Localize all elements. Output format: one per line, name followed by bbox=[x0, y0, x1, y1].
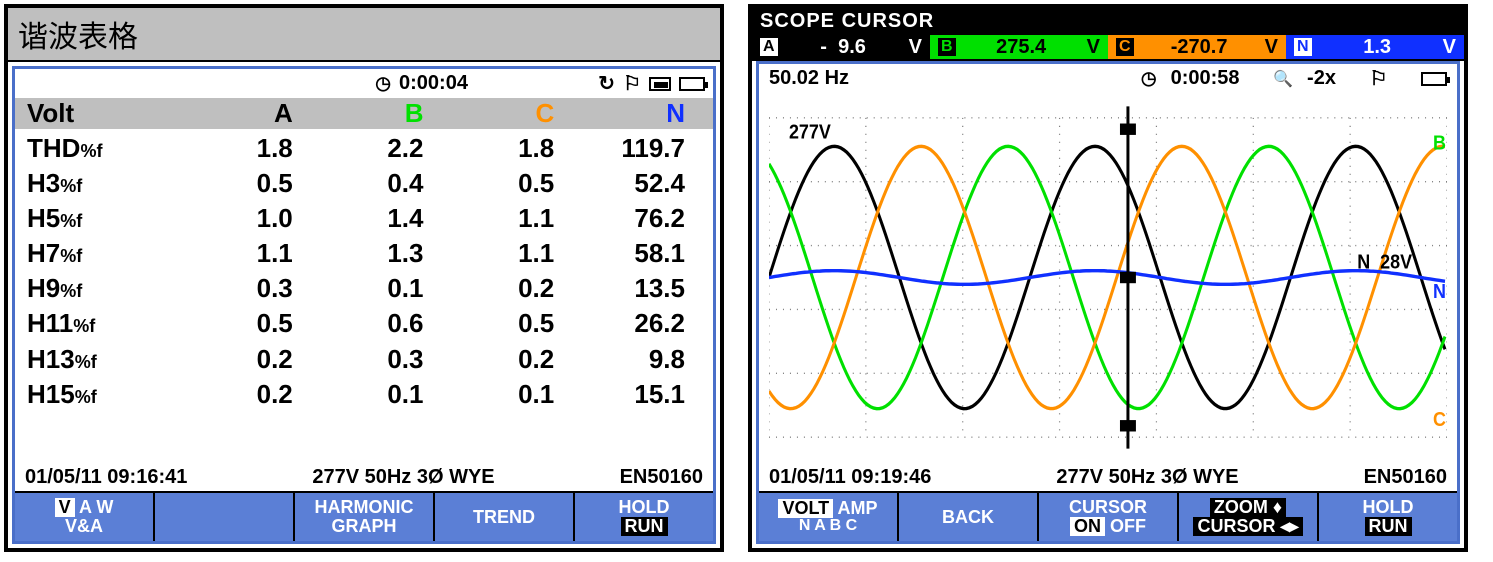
table-row: H11%f0.50.60.526.2 bbox=[23, 306, 705, 341]
panel-title: 谐波表格 bbox=[8, 8, 720, 62]
col-b: B bbox=[313, 98, 444, 129]
footer-info: 01/05/11 09:19:46 277V 50Hz 3Ø WYE EN501… bbox=[759, 462, 1457, 491]
softkey-f3[interactable]: CURSOR ON OFF bbox=[1039, 493, 1179, 541]
table-header: Volt A B C N bbox=[15, 98, 713, 129]
refresh-icon bbox=[598, 71, 615, 96]
softkey-f5[interactable]: HOLD RUN bbox=[575, 493, 713, 541]
col-n: N bbox=[574, 98, 705, 129]
footer-datetime: 01/05/11 09:19:46 bbox=[769, 466, 931, 489]
softkey-f4[interactable]: TREND bbox=[435, 493, 575, 541]
softkey-f5[interactable]: HOLD RUN bbox=[1319, 493, 1457, 541]
clock-icon bbox=[375, 72, 391, 95]
zoom-icon bbox=[1273, 67, 1293, 90]
freq-value: 50.02 Hz bbox=[769, 67, 849, 90]
softkey-f1[interactable]: V A W V&A bbox=[15, 493, 155, 541]
softkey-f2[interactable]: BACK bbox=[899, 493, 1039, 541]
svg-text:N 28V: N 28V bbox=[1357, 251, 1412, 273]
softkey-f3[interactable]: HARMONIC GRAPH bbox=[295, 493, 435, 541]
zoom-value: -2x bbox=[1307, 67, 1336, 90]
table-row: H5%f1.01.41.176.2 bbox=[23, 201, 705, 236]
table-row: THD%f1.82.21.8119.7 bbox=[23, 131, 705, 166]
status-row: 0:00:04 bbox=[15, 69, 713, 98]
table-row: H15%f0.20.10.115.1 bbox=[23, 377, 705, 412]
timer-value: 0:00:58 bbox=[1171, 67, 1240, 90]
softkey-bar: V A W V&A HARMONIC GRAPH TREND HOLD RUN bbox=[15, 491, 713, 541]
softkey-bar: VOLT AMP N A B C BACK CURSOR ON OFF ZOOM… bbox=[759, 491, 1457, 541]
battery-icon bbox=[1421, 72, 1447, 86]
harmonics-table-panel: 谐波表格 0:00:04 Volt A B C N THD%f1.82.21.8… bbox=[4, 4, 724, 552]
battery-icon bbox=[679, 77, 705, 91]
panel-title: SCOPE CURSOR bbox=[752, 8, 1464, 35]
table-body: THD%f1.82.21.8119.7H3%f0.50.40.552.4H5%f… bbox=[15, 129, 713, 462]
scope-svg: 277V N 28V B N C bbox=[769, 95, 1447, 460]
softkey-f2[interactable] bbox=[155, 493, 295, 541]
scope-cursor-panel: SCOPE CURSOR A - 9.6 V B 275.4 V C -270.… bbox=[748, 4, 1468, 552]
col-a: A bbox=[182, 98, 313, 129]
timer-value: 0:00:04 bbox=[399, 72, 590, 95]
softkey-f1[interactable]: VOLT AMP N A B C bbox=[759, 493, 899, 541]
panel-content: 50.02 Hz 0:00:58 -2x 277V N 28V B N C 01/05/… bbox=[756, 61, 1460, 544]
svg-text:N: N bbox=[1433, 281, 1446, 303]
readout-n: N 1.3 V bbox=[1286, 35, 1464, 59]
readout-b: B 275.4 V bbox=[930, 35, 1108, 59]
unit-label: Volt bbox=[23, 98, 182, 129]
svg-text:277V: 277V bbox=[789, 121, 831, 143]
cursor-readout-bar: A - 9.6 V B 275.4 V C -270.7 V N 1.3 V bbox=[752, 35, 1464, 61]
readout-c: C -270.7 V bbox=[1108, 35, 1286, 59]
footer-datetime: 01/05/11 09:16:41 bbox=[25, 466, 187, 489]
flag-icon bbox=[1370, 66, 1388, 91]
readout-a: A - 9.6 V bbox=[752, 35, 930, 59]
table-row: H9%f0.30.10.213.5 bbox=[23, 271, 705, 306]
footer-config: 277V 50Hz 3Ø WYE bbox=[312, 466, 494, 489]
footer-info: 01/05/11 09:16:41 277V 50Hz 3Ø WYE EN501… bbox=[15, 462, 713, 491]
table-row: H13%f0.20.30.29.8 bbox=[23, 342, 705, 377]
footer-std: EN50160 bbox=[620, 466, 703, 489]
card-icon bbox=[649, 77, 671, 91]
table-row: H7%f1.11.31.158.1 bbox=[23, 236, 705, 271]
scope-status: 50.02 Hz 0:00:58 -2x bbox=[759, 64, 1457, 93]
panel-content: 0:00:04 Volt A B C N THD%f1.82.21.8119.7… bbox=[12, 66, 716, 544]
scope-plot: 277V N 28V B N C bbox=[769, 95, 1447, 460]
clock-icon bbox=[1141, 67, 1157, 90]
footer-config: 277V 50Hz 3Ø WYE bbox=[1056, 466, 1238, 489]
col-c: C bbox=[444, 98, 575, 129]
table-row: H3%f0.50.40.552.4 bbox=[23, 166, 705, 201]
footer-std: EN50160 bbox=[1364, 466, 1447, 489]
svg-text:C: C bbox=[1433, 409, 1446, 431]
softkey-f4[interactable]: ZOOM ♦ CURSOR ◂▸ bbox=[1179, 493, 1319, 541]
flag-icon bbox=[623, 71, 641, 96]
svg-text:B: B bbox=[1433, 133, 1446, 155]
